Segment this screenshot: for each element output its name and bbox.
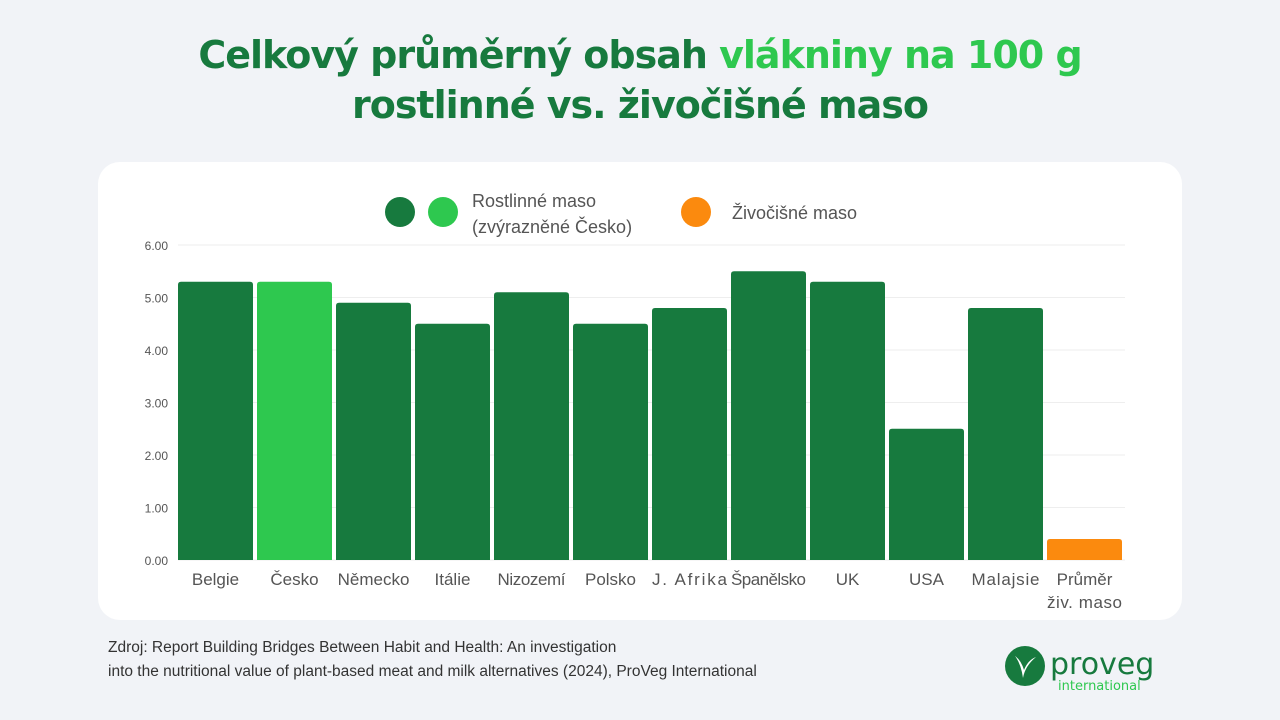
bar-Malajsie — [968, 308, 1043, 560]
x-tick-label: Německo — [338, 570, 410, 589]
x-tick-label: Malajsie — [972, 570, 1040, 589]
y-tick-label: 5.00 — [145, 292, 169, 306]
bar-Polsko — [573, 323, 648, 560]
logo-leaf-icon — [1005, 646, 1045, 686]
bar-Průměr živ. maso — [1047, 539, 1122, 560]
bar-Belgie — [178, 281, 253, 560]
title-line2: rostlinné vs. živočišné maso — [351, 83, 929, 127]
x-tick-label: živ. maso — [1047, 593, 1122, 612]
legend-dot-orange — [681, 197, 711, 227]
x-tick-label: USA — [909, 570, 945, 589]
source-note: Zdroj: Report Building Bridges Between H… — [108, 636, 757, 684]
x-tick-label: Průměr — [1057, 570, 1113, 589]
x-tick-label: Polsko — [585, 570, 636, 589]
y-tick-label: 0.00 — [145, 554, 169, 568]
bar-Německo — [336, 302, 411, 560]
title-line1-a: Celkový průměrný obsah — [198, 33, 720, 77]
logo-wordmark: proveg — [1050, 647, 1154, 682]
legend-dot-dark-green — [385, 197, 415, 227]
logo-subtitle: international — [1058, 679, 1141, 694]
x-tick-label: UK — [836, 570, 860, 589]
x-tick-label: Španělsko — [731, 570, 806, 589]
bar-UK — [810, 281, 885, 560]
title-line1-highlight: vlákniny na 100 g — [719, 33, 1083, 77]
bar-J. Afrika — [652, 308, 727, 560]
source-line1: Zdroj: Report Building Bridges Between H… — [108, 639, 617, 656]
y-tick-label: 4.00 — [145, 344, 169, 358]
y-tick-label: 6.00 — [145, 239, 169, 253]
proveg-logo: proveg international — [1005, 646, 1154, 694]
bar-Španělsko — [731, 271, 806, 560]
x-tick-label: Nizozemí — [498, 570, 566, 589]
legend-label-animal: Živočišné maso — [732, 203, 857, 223]
x-tick-label: Itálie — [435, 570, 471, 589]
x-tick-label: Belgie — [192, 570, 239, 589]
y-tick-label: 2.00 — [145, 449, 169, 463]
bar-Itálie — [415, 323, 490, 560]
bar-Česko — [257, 281, 332, 560]
x-tick-label: J. Afrika — [652, 570, 728, 589]
y-tick-label: 1.00 — [145, 502, 169, 516]
source-line2: into the nutritional value of plant-base… — [108, 663, 757, 680]
x-tick-label: Česko — [270, 570, 318, 589]
y-tick-label: 3.00 — [145, 397, 169, 411]
chart-title: Celkový průměrný obsah vlákniny na 100 g… — [0, 30, 1280, 130]
legend-dot-light-green — [428, 197, 458, 227]
legend-label-plant: Rostlinné maso — [472, 191, 596, 211]
bar-USA — [889, 428, 964, 560]
legend-label-plant-sub: (zvýrazněné Česko) — [472, 216, 632, 237]
bar-Nizozemí — [494, 292, 569, 560]
